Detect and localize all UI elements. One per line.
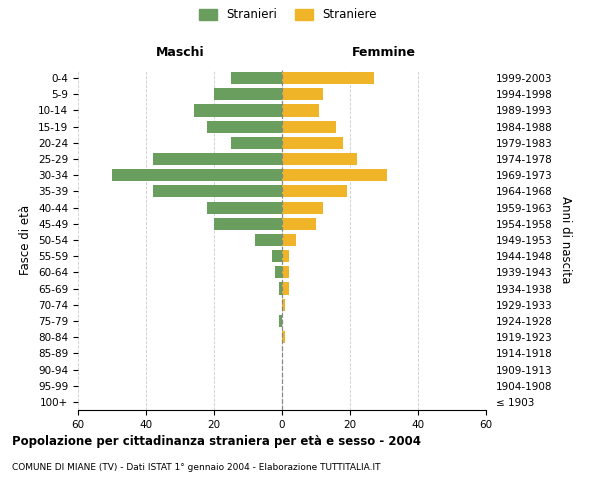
Bar xyxy=(282,153,357,165)
Bar xyxy=(282,120,337,132)
Bar xyxy=(282,266,289,278)
Bar xyxy=(275,266,282,278)
Y-axis label: Fasce di età: Fasce di età xyxy=(19,205,32,275)
Bar xyxy=(272,250,282,262)
Bar xyxy=(282,137,343,149)
Y-axis label: Anni di nascita: Anni di nascita xyxy=(559,196,572,284)
Bar xyxy=(231,137,282,149)
Bar xyxy=(207,202,282,213)
Bar xyxy=(282,250,289,262)
Bar xyxy=(282,331,286,343)
Legend: Stranieri, Straniere: Stranieri, Straniere xyxy=(199,8,377,22)
Bar xyxy=(282,298,286,311)
Bar xyxy=(282,202,323,213)
Bar xyxy=(153,153,282,165)
Text: Popolazione per cittadinanza straniera per età e sesso - 2004: Popolazione per cittadinanza straniera p… xyxy=(12,435,421,448)
Bar xyxy=(282,72,374,84)
Bar xyxy=(255,234,282,246)
Text: COMUNE DI MIANE (TV) - Dati ISTAT 1° gennaio 2004 - Elaborazione TUTTITALIA.IT: COMUNE DI MIANE (TV) - Dati ISTAT 1° gen… xyxy=(12,462,380,471)
Bar xyxy=(282,169,388,181)
Bar xyxy=(282,88,323,101)
Bar xyxy=(282,234,296,246)
Bar xyxy=(278,282,282,294)
Bar xyxy=(282,186,347,198)
Bar xyxy=(278,315,282,327)
Bar xyxy=(153,186,282,198)
Bar xyxy=(282,218,316,230)
Bar xyxy=(207,120,282,132)
Bar xyxy=(282,282,289,294)
Text: Femmine: Femmine xyxy=(352,46,416,59)
Bar xyxy=(214,88,282,101)
Bar xyxy=(231,72,282,84)
Bar xyxy=(214,218,282,230)
Bar xyxy=(282,104,319,117)
Bar xyxy=(112,169,282,181)
Text: Maschi: Maschi xyxy=(155,46,205,59)
Bar xyxy=(194,104,282,117)
